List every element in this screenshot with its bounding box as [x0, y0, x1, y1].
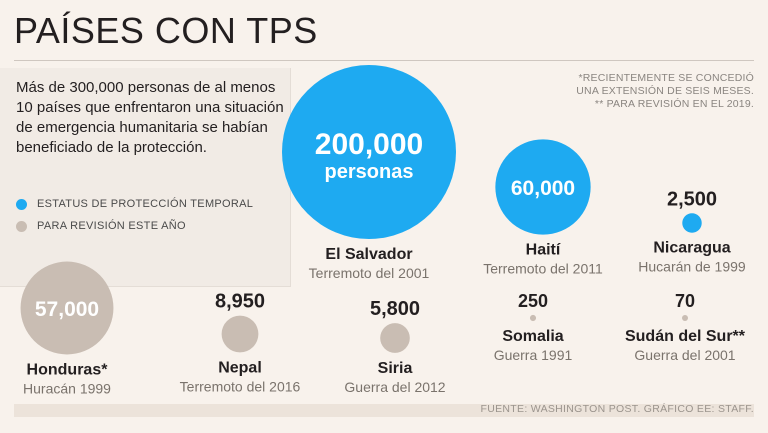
footnote-line-1: *RECIENTEMENTE SE CONCEDIÓ	[578, 72, 754, 84]
country-label-hait: Haití	[526, 242, 561, 259]
footnote-line-2: UNA EXTENSIÓN DE SEIS MESES.	[576, 85, 754, 97]
legend-label-review: PARA REVISIÓN ESTE AÑO	[37, 220, 186, 232]
event-label-somalia: Guerra 1991	[494, 347, 573, 363]
country-label-honduras: Honduras*	[27, 361, 109, 378]
event-label-honduras: Huracán 1999	[23, 380, 111, 396]
country-label-sud-n-del-sur: Sudán del Sur**	[625, 328, 746, 345]
unit-label-el-salvador: personas	[325, 161, 414, 183]
value-label-somalia: 250	[518, 291, 548, 311]
value-label-hait: 60,000	[511, 177, 575, 200]
country-label-nicaragua: Nicaragua	[653, 240, 730, 257]
event-label-siria: Guerra del 2012	[344, 379, 445, 395]
country-label-nepal: Nepal	[218, 359, 262, 376]
bubble-sud-n-del-sur	[682, 315, 688, 321]
event-label-hait: Terremoto del 2011	[483, 261, 603, 277]
event-label-sud-n-del-sur: Guerra del 2001	[634, 347, 735, 363]
value-label-honduras: 57,000	[35, 298, 99, 321]
bubble-el-salvador	[282, 65, 456, 239]
page-title: PAÍSES CON TPS	[14, 10, 318, 51]
bubble-siria	[380, 323, 410, 353]
legend-dot-tps	[16, 198, 27, 210]
footnote-line-3: ** PARA REVISIÓN EN EL 2019.	[594, 98, 754, 110]
event-label-nepal: Terremoto del 2016	[180, 378, 301, 394]
country-label-el-salvador: El Salvador	[325, 246, 412, 263]
bubble-honduras	[20, 261, 114, 355]
legend-label-tps: ESTATUS DE PROTECCIÓN TEMPORAL	[37, 198, 254, 210]
intro-panel	[0, 68, 291, 287]
value-label-siria: 5,800	[370, 298, 420, 320]
event-label-el-salvador: Terremoto del 2001	[309, 265, 430, 281]
legend-dot-review	[16, 220, 27, 232]
legend-item-tps: ESTATUS DE PROTECCIÓN TEMPORAL	[16, 198, 253, 210]
value-label-nicaragua: 2,500	[667, 188, 717, 210]
footer-bar	[14, 404, 754, 417]
event-label-nicaragua: Hucarán de 1999	[638, 259, 746, 275]
footnotes: *RECIENTEMENTE SE CONCEDIÓ UNA EXTENSIÓN…	[576, 72, 754, 111]
value-label-sud-n-del-sur: 70	[675, 291, 695, 311]
bubble-hait	[495, 139, 591, 235]
country-label-somalia: Somalia	[502, 328, 563, 345]
bubble-nepal	[221, 315, 259, 353]
legend-item-review: PARA REVISIÓN ESTE AÑO	[16, 220, 186, 232]
bubble-somalia	[529, 314, 537, 322]
country-label-siria: Siria	[378, 360, 413, 377]
source-credit: FUENTE: WASHINGTON POST. GRÁFICO EE: STA…	[480, 403, 754, 415]
value-label-el-salvador: 200,000	[315, 128, 423, 161]
value-label-nepal: 8,950	[215, 291, 265, 313]
title-divider	[14, 60, 754, 61]
bubble-nicaragua	[682, 213, 702, 233]
intro-text: Más de 300,000 personas de al menos 10 p…	[16, 79, 284, 156]
